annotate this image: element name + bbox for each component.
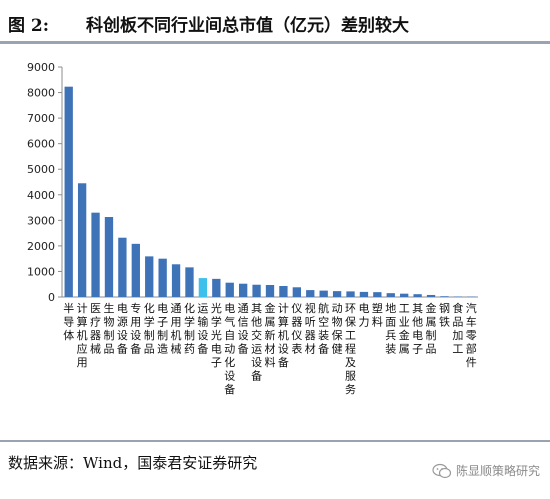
bar — [453, 296, 463, 297]
category-label: 运输设备 — [197, 302, 208, 356]
y-tick-label: 0 — [48, 291, 55, 304]
category-label: 金属新材料 — [265, 301, 276, 369]
y-tick-label: 7000 — [27, 112, 55, 125]
category-label: 专用设备 — [130, 301, 141, 356]
bar — [91, 212, 100, 297]
bar — [131, 243, 140, 297]
category-label: 化学制品 — [144, 301, 155, 356]
y-tick-label: 6000 — [27, 138, 55, 151]
category-label: 航空装备 — [318, 301, 329, 356]
category-label: 其他交运设备 — [251, 302, 262, 383]
category-label: 计算机设备 — [278, 302, 289, 369]
bar — [64, 86, 73, 298]
chart-title: 科创板不同行业间总市值（亿元）差别较大 — [86, 16, 409, 36]
bar — [373, 292, 382, 297]
figure-label: 图 2: — [8, 16, 50, 36]
category-label: 仪器仪表 — [291, 302, 302, 356]
wechat-icon — [432, 463, 452, 478]
bar — [171, 264, 181, 297]
y-tick-label: 2000 — [27, 240, 55, 253]
bar — [400, 293, 409, 297]
y-tick-label: 8000 — [27, 87, 55, 100]
bar — [413, 294, 422, 297]
y-tick-label: 3000 — [27, 214, 55, 227]
category-label: 化学制药 — [184, 301, 195, 356]
category-label: 视听器材 — [305, 301, 316, 356]
title-bar: 图 2: 科创板不同行业间总市值（亿元）差别较大 — [0, 0, 550, 44]
bar — [265, 284, 275, 297]
bar — [158, 258, 167, 297]
category-label: 金属制品 — [426, 301, 437, 356]
y-tick-label: 5000 — [27, 163, 55, 176]
bar — [279, 286, 288, 297]
bar — [225, 282, 234, 297]
bar — [198, 278, 208, 297]
y-tick-label: 1000 — [27, 265, 55, 278]
bar — [386, 293, 395, 297]
y-tick-label: 4000 — [27, 189, 55, 202]
category-label: 其他电子 — [412, 302, 423, 356]
bar — [359, 291, 369, 297]
bar — [346, 291, 355, 297]
category-label: 生物制品 — [103, 301, 114, 356]
bar — [185, 267, 194, 297]
watermark: 陈显顺策略研究 — [432, 462, 540, 479]
bar — [319, 290, 328, 297]
bar — [77, 183, 87, 297]
category-label: 电气自动化设备 — [224, 302, 235, 396]
bar — [145, 256, 154, 297]
data-source: 数据来源：Wind，国泰君安证券研究 — [8, 454, 258, 472]
category-label: 电力 — [358, 302, 369, 329]
bar — [332, 291, 342, 297]
bar-chart: 0 1000 2000 3000 4000 5000 6000 7000 8000 9000 半导体… — [27, 61, 478, 396]
footer-divider — [0, 440, 550, 442]
category-label: 医疗器械 — [90, 302, 101, 356]
category-label: 钢铁 — [439, 302, 450, 329]
bar — [440, 296, 449, 297]
category-label: 汽车零部件 — [466, 301, 477, 369]
category-label: 塑料 — [372, 301, 383, 329]
bar — [426, 294, 436, 297]
watermark-text: 陈显顺策略研究 — [455, 464, 540, 478]
category-label: 食品加工 — [452, 301, 463, 356]
category-label: 通信设备 — [238, 302, 249, 356]
bar — [252, 284, 261, 297]
category-label: 工业金属 — [399, 302, 410, 356]
category-label: 光学光电子 — [211, 301, 222, 369]
bar — [292, 287, 301, 297]
category-label: 半导体 — [63, 301, 74, 342]
category-label: 通用机械 — [171, 302, 182, 356]
bar — [118, 237, 127, 297]
bar — [212, 278, 221, 297]
bar — [306, 290, 315, 297]
category-label: 电子制造 — [157, 302, 168, 356]
category-label: 计算机应用 — [77, 302, 88, 369]
category-label: 电源设备 — [117, 302, 128, 356]
category-label: 动物保健 — [332, 302, 343, 356]
bar — [239, 283, 248, 297]
y-tick-label: 9000 — [27, 61, 55, 74]
category-label: 地面兵装 — [385, 302, 396, 356]
category-label: 环保工程及服务 — [345, 302, 356, 396]
bar — [104, 217, 114, 297]
